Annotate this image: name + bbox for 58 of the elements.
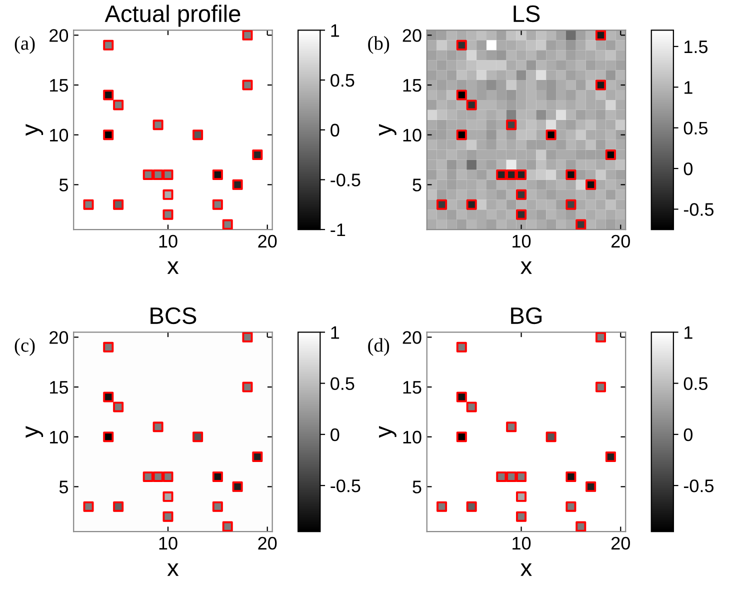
color-bar-label: -1 [330,224,346,236]
y-tick-label: 10 [50,430,68,444]
color-bar-label: -0.5 [684,203,714,216]
color-bar-label: 1.5 [684,40,708,54]
y-tick-label: 10 [50,128,68,142]
x-tick-label: 20 [612,234,630,248]
color-bar-label: 0.5 [330,74,354,87]
y-tick-label: 10 [403,430,422,444]
y-tick-label: 20 [50,29,68,42]
y-tick-label: 20 [402,29,422,42]
text: (b) [368,36,390,54]
x-tick-label: 10 [512,234,531,248]
y-tick-label: 15 [50,381,68,394]
color-bar-label: 0 [684,162,692,176]
y-tick-label: 10 [403,128,422,142]
y-tick-label: 5 [412,178,422,192]
text: (d) [368,338,390,356]
color-bar-label: 1 [684,81,692,94]
y-axis-title: y [379,124,396,136]
x-tick-label: 10 [159,234,178,248]
x-tick-label: 20 [612,536,630,550]
color-bar-label: 0.5 [684,122,708,135]
x-tick-label: 20 [258,536,277,550]
color-bar-label: 0.5 [684,377,708,390]
x-tick-label: 10 [512,536,531,550]
y-axis-title: y [379,426,396,438]
x-axis-title: x [167,261,179,274]
color-bar-label: 0 [330,428,340,442]
color-bar-label: -0.5 [330,174,360,186]
x-axis-title: x [520,261,532,274]
y-tick-label: 5 [59,178,68,192]
chart-title: BCS [150,307,196,324]
chart-title: BG [511,307,542,324]
color-bar-label: 1 [331,326,340,339]
x-axis-title: x [520,563,532,576]
y-axis-title: y [26,426,44,438]
chart-title: Actual profile [104,4,240,27]
y-tick-label: 5 [59,480,68,494]
y-tick-label: 15 [403,381,422,394]
color-bar-label: 0 [330,124,340,137]
y-tick-label: 15 [50,79,68,92]
x-tick-label: 20 [258,234,277,248]
color-bar-label: 1 [684,326,692,339]
chart-title: LS [514,5,540,22]
y-tick-label: 20 [50,331,68,344]
x-axis-title: x [167,563,179,576]
y-axis-title: y [26,124,44,136]
x-tick-label: 10 [159,536,178,550]
y-tick-label: 15 [403,79,422,92]
y-tick-label: 20 [402,331,422,344]
text: (a) [14,36,35,54]
text: (c) [14,338,35,356]
color-bar-label: -0.5 [330,479,360,492]
color-bar-label: 0.5 [330,377,354,390]
color-bar-label: 0 [684,428,692,442]
color-bar-label: 1 [331,24,340,37]
color-bar-label: -0.5 [684,479,714,492]
y-tick-label: 5 [412,480,422,494]
